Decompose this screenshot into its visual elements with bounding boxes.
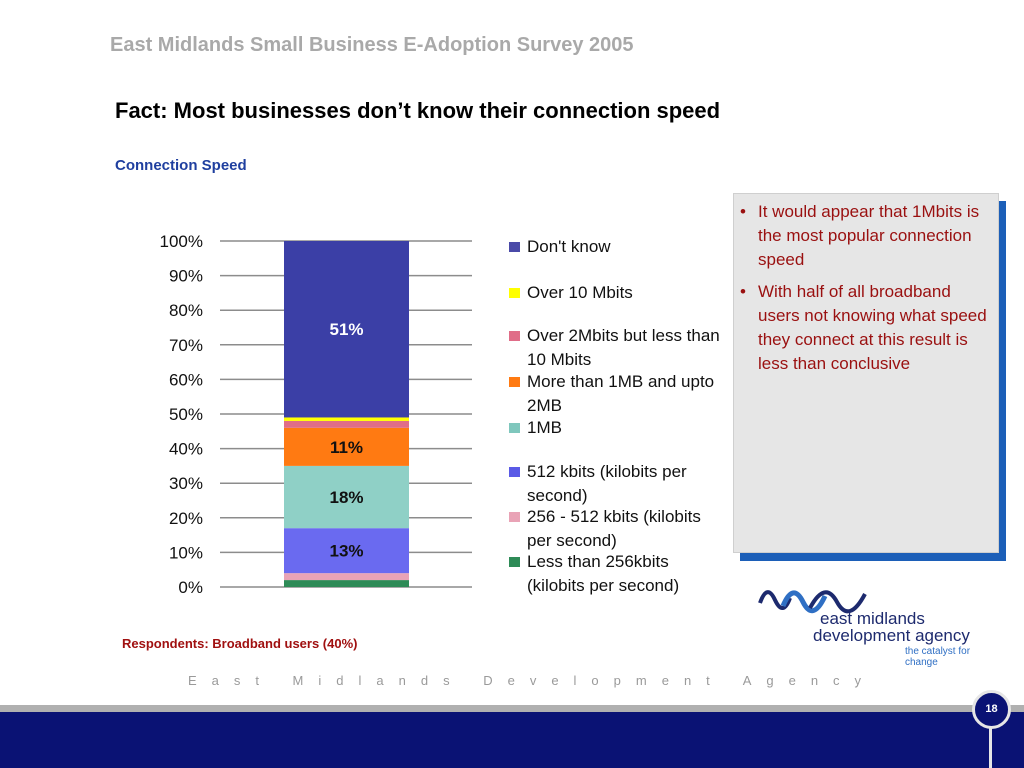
y-tick-label: 20% <box>169 509 203 528</box>
y-tick-label: 10% <box>169 543 203 562</box>
y-tick-label: 40% <box>169 440 203 459</box>
legend-item: 256 - 512 kbits (kilobits per second) <box>509 505 729 553</box>
legend-swatch <box>509 512 520 522</box>
footer-agency-name: East Midlands Development Agency <box>187 673 877 688</box>
bar-segment-2 <box>284 573 409 581</box>
data-label: 51% <box>329 320 363 339</box>
respondents-note: Respondents: Broadband users (40%) <box>122 636 358 651</box>
logo-text-line1: east midlands <box>820 609 925 628</box>
y-tick-label: 100% <box>160 232 203 251</box>
logo-text-line2: development agency <box>813 626 970 645</box>
bar-segment-7 <box>284 417 409 421</box>
bar-segment-6 <box>284 420 409 428</box>
data-label: 18% <box>329 488 363 507</box>
legend-label: Over 10 Mbits <box>527 283 633 302</box>
y-tick-label: 50% <box>169 405 203 424</box>
bar-segment-1 <box>284 580 409 587</box>
legend-swatch <box>509 423 520 433</box>
bar-segment-8 <box>284 241 409 418</box>
legend-swatch <box>509 331 520 341</box>
legend-label: 512 kbits (kilobits per second) <box>527 462 687 505</box>
legend-swatch <box>509 288 520 298</box>
emda-logo: east midlands development agency the cat… <box>755 578 1005 668</box>
logo-wave-icon <box>758 590 867 614</box>
y-tick-label: 80% <box>169 301 203 320</box>
legend-item: More than 1MB and upto 2MB <box>509 370 729 418</box>
legend-item: Don't know <box>509 235 729 259</box>
survey-title: East Midlands Small Business E-Adoption … <box>110 34 634 56</box>
y-tick-label: 60% <box>169 370 203 389</box>
slide-title: Fact: Most businesses don’t know their c… <box>115 98 721 123</box>
legend-label: Don't know <box>527 237 611 256</box>
legend-label: More than 1MB and upto 2MB <box>527 372 715 415</box>
bar-segment-4 <box>284 465 409 529</box>
y-tick-label: 70% <box>169 336 203 355</box>
legend-label: Over 2Mbits but less than 10 Mbits <box>527 326 720 369</box>
legend-item: Over 10 Mbits <box>509 281 729 305</box>
note-box: It would appear that 1Mbits is the most … <box>733 193 999 553</box>
legend-swatch <box>509 377 520 387</box>
bar-segment-5 <box>284 427 409 466</box>
note-bullet-2: With half of all broadband users not kno… <box>740 280 990 376</box>
legend-swatch <box>509 242 520 252</box>
y-tick-label: 0% <box>178 578 203 597</box>
chart-heading: Connection Speed <box>115 157 247 174</box>
legend-swatch <box>509 557 520 567</box>
legend-label: 256 - 512 kbits (kilobits per second) <box>527 507 701 550</box>
bar-segment-3 <box>284 528 409 574</box>
legend-item: 1MB <box>509 416 729 440</box>
y-tick-label: 30% <box>169 474 203 493</box>
logo-tagline: the catalyst for change <box>905 646 971 668</box>
note-bullet-1: It would appear that 1Mbits is the most … <box>740 200 990 272</box>
data-label: 11% <box>330 438 363 457</box>
footer-strip <box>0 705 1024 712</box>
footer-bar <box>0 712 1024 768</box>
legend-label: 1MB <box>527 418 562 437</box>
legend-swatch <box>509 467 520 477</box>
legend-item: Over 2Mbits but less than 10 Mbits <box>509 324 729 372</box>
legend-label: Less than 256kbits (kilobits per second) <box>527 552 680 595</box>
page-number-badge: 18 <box>972 690 1011 729</box>
page-number-stem <box>989 720 992 768</box>
data-label: 13% <box>329 542 363 561</box>
y-tick-label: 90% <box>169 267 203 286</box>
legend-item: Less than 256kbits (kilobits per second) <box>509 550 729 598</box>
legend-item: 512 kbits (kilobits per second) <box>509 460 729 508</box>
